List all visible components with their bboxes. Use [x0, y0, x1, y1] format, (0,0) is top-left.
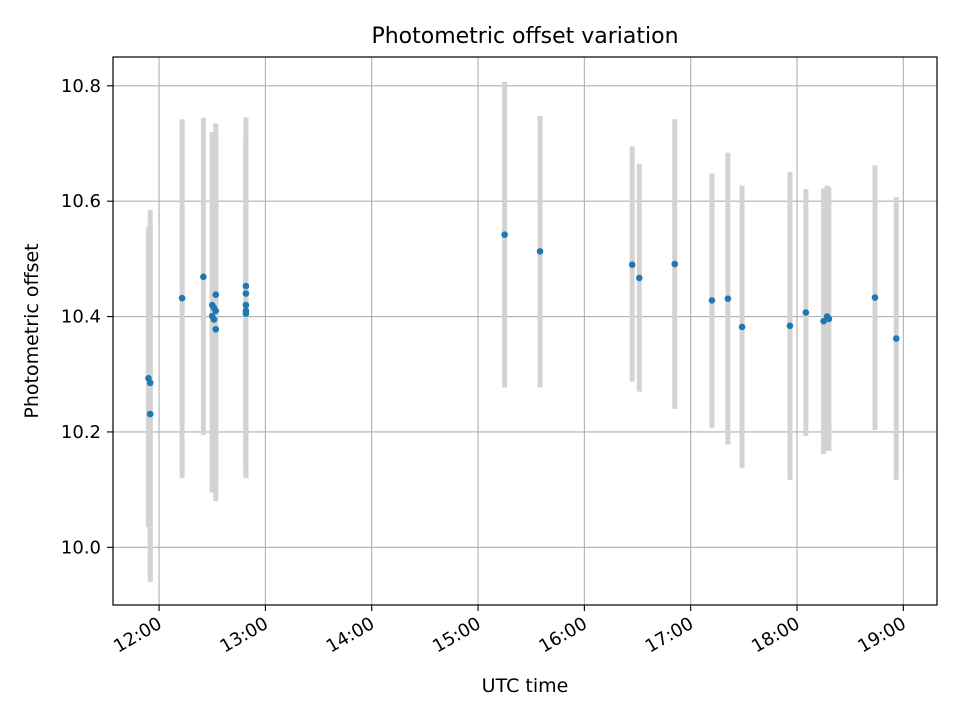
- y-axis-label: Photometric offset: [21, 243, 43, 418]
- data-point: [671, 260, 679, 268]
- data-point: [536, 248, 544, 255]
- chart-title: Photometric offset variation: [371, 24, 678, 49]
- y-tick-label: 10.8: [61, 76, 101, 97]
- data-point: [635, 274, 643, 282]
- y-tick-label: 10.2: [61, 422, 101, 443]
- data-point: [178, 294, 186, 302]
- data-point: [628, 261, 636, 268]
- data-points: [145, 231, 900, 418]
- plot-frame: [112, 56, 938, 606]
- data-point: [708, 297, 716, 304]
- data-point: [892, 335, 900, 342]
- y-tick-label: 10.4: [61, 307, 101, 328]
- data-point: [242, 310, 250, 317]
- data-point: [242, 282, 250, 290]
- data-point: [820, 317, 827, 325]
- y-tick-label: 10.6: [61, 191, 101, 212]
- data-point: [738, 323, 746, 331]
- grid-lines: [113, 57, 937, 605]
- data-point: [212, 307, 220, 315]
- data-point: [212, 325, 220, 333]
- data-point: [825, 315, 833, 323]
- data-point: [786, 322, 794, 330]
- data-point: [212, 291, 220, 298]
- data-point: [242, 301, 250, 309]
- y-tick-label: 10.0: [61, 537, 101, 558]
- data-point: [871, 294, 879, 301]
- data-point: [146, 410, 154, 418]
- data-point: [210, 316, 218, 323]
- data-point: [146, 379, 154, 387]
- data-point: [242, 290, 250, 297]
- x-axis-label: UTC time: [482, 675, 569, 697]
- data-point: [200, 273, 207, 281]
- data-point: [501, 231, 508, 238]
- data-point: [802, 309, 810, 316]
- data-point: [724, 295, 732, 302]
